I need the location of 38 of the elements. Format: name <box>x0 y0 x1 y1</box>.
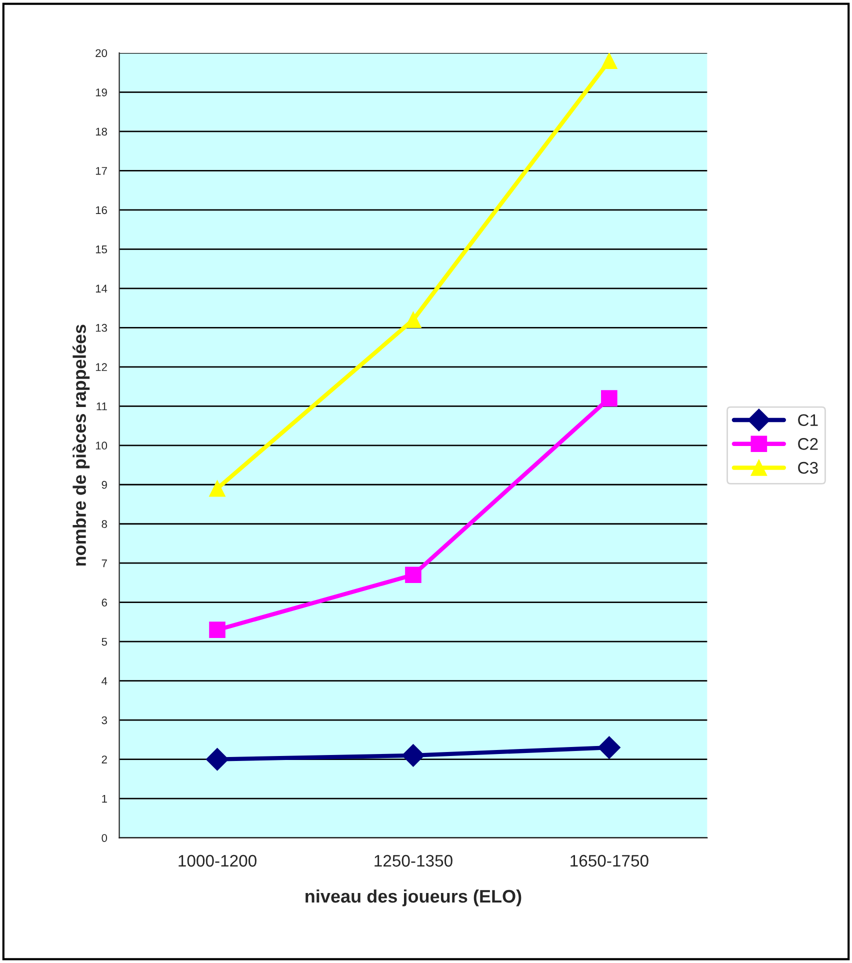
x-tick-label: 1000-1200 <box>178 854 256 867</box>
point <box>206 748 229 771</box>
y-tick-label: 5 <box>102 638 108 646</box>
y-tick-label: 18 <box>96 128 107 136</box>
y-tick-label: 0 <box>102 834 108 842</box>
point <box>209 480 226 497</box>
x-tick-label: 1650-1750 <box>570 854 648 867</box>
legend-label: C2 <box>798 438 818 450</box>
legend-label: C3 <box>798 462 818 474</box>
y-tick-label: 10 <box>96 442 108 450</box>
y-tick-label: 2 <box>102 756 107 764</box>
y-tick-label: 16 <box>96 206 107 214</box>
x-tick-label: 1250-1350 <box>374 854 452 867</box>
point <box>402 744 425 767</box>
y-tick-label: 6 <box>102 598 107 606</box>
y-tick-label: 19 <box>96 88 107 96</box>
y-tick-label: 13 <box>96 324 107 332</box>
point <box>601 390 618 406</box>
point <box>601 52 618 69</box>
y-tick-label: 17 <box>96 167 107 175</box>
y-tick-label: 20 <box>96 49 108 58</box>
y-tick-label: 15 <box>96 246 108 254</box>
y-tick-label: 7 <box>102 559 107 568</box>
point <box>598 736 621 759</box>
y-tick-label: 3 <box>102 716 107 724</box>
y-axis-title: nombre de pièces rappelées <box>72 324 90 566</box>
legend-label: C1 <box>798 414 818 426</box>
y-tick-label: 1 <box>102 794 107 803</box>
point <box>209 622 226 638</box>
y-tick-label: 14 <box>96 284 108 292</box>
y-tick-label: 9 <box>102 480 107 489</box>
y-tick-label: 4 <box>102 677 108 685</box>
y-tick-label: 12 <box>96 363 107 371</box>
x-axis-title: niveau des joueurs (ELO) <box>306 889 522 906</box>
y-tick-label: 11 <box>96 402 107 410</box>
point <box>405 312 422 328</box>
y-tick-label: 8 <box>102 520 107 528</box>
point <box>405 566 422 584</box>
